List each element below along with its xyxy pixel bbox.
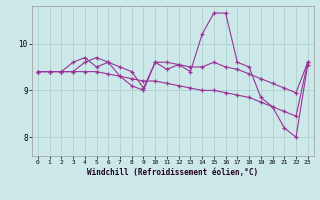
X-axis label: Windchill (Refroidissement éolien,°C): Windchill (Refroidissement éolien,°C) — [87, 168, 258, 177]
